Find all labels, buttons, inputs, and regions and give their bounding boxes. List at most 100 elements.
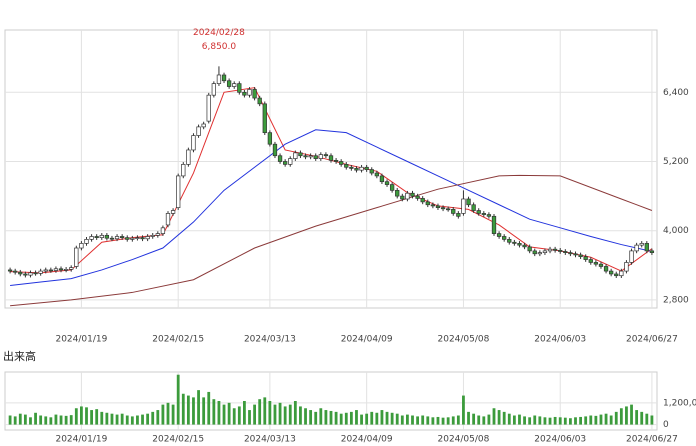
candle-body: [181, 164, 186, 177]
candle-body: [389, 184, 395, 191]
candle-body: [481, 213, 486, 215]
candle-body: [527, 246, 532, 252]
volume-bar: [553, 416, 557, 425]
volume-bar: [502, 411, 506, 425]
volume-bar: [18, 413, 22, 425]
candle-body: [257, 97, 262, 105]
volume-bar: [487, 414, 491, 425]
x-tick-label: 2024/05/08: [438, 335, 490, 345]
candle-body: [344, 164, 349, 168]
candle-body: [598, 263, 604, 267]
volume-bar: [339, 413, 343, 425]
volume-bar: [380, 410, 384, 425]
candle-body: [446, 208, 451, 211]
volume-bar: [518, 414, 521, 425]
volume-bar: [370, 411, 374, 425]
volume-frame: [4, 371, 658, 431]
volume-bar: [156, 410, 160, 425]
candle-body: [384, 181, 390, 185]
volume-bar: [411, 415, 414, 425]
volume-bar: [523, 416, 526, 425]
candle-body: [456, 213, 461, 217]
volume-bar: [105, 412, 109, 425]
volume-bar: [23, 414, 27, 425]
candle-body: [491, 215, 497, 234]
candle-body: [262, 103, 267, 134]
candle-body: [593, 262, 599, 265]
volume-bar: [462, 395, 465, 425]
candle-body: [303, 155, 308, 158]
candle-body: [374, 172, 379, 177]
volume-bar: [319, 408, 323, 425]
candle-body: [354, 168, 359, 171]
candle-body: [125, 237, 130, 240]
candle-body: [400, 195, 405, 200]
volume-bar: [436, 416, 440, 425]
volume-bar: [375, 412, 379, 425]
candle-body: [333, 159, 339, 162]
x-tick-label: 2024/04/09: [341, 335, 393, 345]
candle-body: [23, 273, 28, 276]
volume-bar: [355, 410, 358, 425]
volume-bar: [314, 411, 318, 425]
volume-bar: [39, 415, 43, 425]
candle-body: [186, 149, 191, 165]
y-tick-label: 6,400: [663, 88, 689, 98]
candle-body: [603, 266, 609, 272]
candle-body: [313, 155, 318, 159]
volume-bar: [232, 408, 236, 425]
volume-bar: [400, 415, 404, 425]
volume-bar: [456, 415, 460, 425]
volume-tick-label: 0: [663, 420, 669, 430]
candle-body: [226, 80, 232, 87]
volume-bar: [431, 417, 435, 425]
candle-body: [84, 239, 89, 244]
moving-average: [10, 174, 653, 307]
volume-bar: [538, 416, 542, 425]
candle-body: [614, 273, 619, 277]
volume-bar: [146, 413, 150, 425]
volume-bar: [650, 415, 654, 425]
x-tick-label: 2024/05/08: [438, 435, 490, 445]
candle-body: [277, 155, 283, 162]
candle-body: [328, 155, 334, 161]
volume-bar: [237, 406, 241, 425]
volume-bar: [416, 416, 419, 425]
volume-bar: [344, 412, 348, 425]
candle-body: [435, 205, 441, 208]
candle-body: [440, 207, 446, 210]
candle-body: [99, 234, 104, 238]
volume-bar: [594, 415, 598, 425]
y-tick-label: 5,200: [663, 157, 689, 167]
volume-bar: [217, 401, 221, 425]
candle-body: [558, 249, 563, 252]
price-frame: [4, 29, 658, 309]
volume-bar: [482, 416, 486, 425]
candle-body: [74, 247, 79, 267]
candle-body: [79, 243, 84, 249]
candle-body: [211, 83, 216, 96]
volume-bar: [120, 413, 124, 425]
candle-body: [420, 198, 425, 203]
candle-body: [629, 250, 634, 263]
candle-body: [323, 154, 329, 157]
volume-bar: [385, 411, 389, 425]
volume-bar: [507, 413, 511, 425]
volume-bar: [181, 393, 185, 425]
volume-bar: [13, 416, 17, 425]
candle-body: [176, 175, 181, 208]
moving-average: [10, 129, 653, 287]
volume-bar: [349, 411, 353, 425]
candle-body: [517, 243, 522, 246]
candle-body: [252, 89, 257, 99]
x-tick-label: 2024/02/15: [152, 335, 204, 345]
volume-bar: [584, 416, 588, 425]
candle-body: [308, 155, 313, 158]
volume-bar: [569, 418, 572, 425]
candle-body: [486, 214, 492, 217]
volume-bar: [467, 411, 470, 425]
volume-bar: [278, 402, 282, 425]
candle-body: [104, 234, 110, 239]
volume-bar: [548, 417, 552, 425]
